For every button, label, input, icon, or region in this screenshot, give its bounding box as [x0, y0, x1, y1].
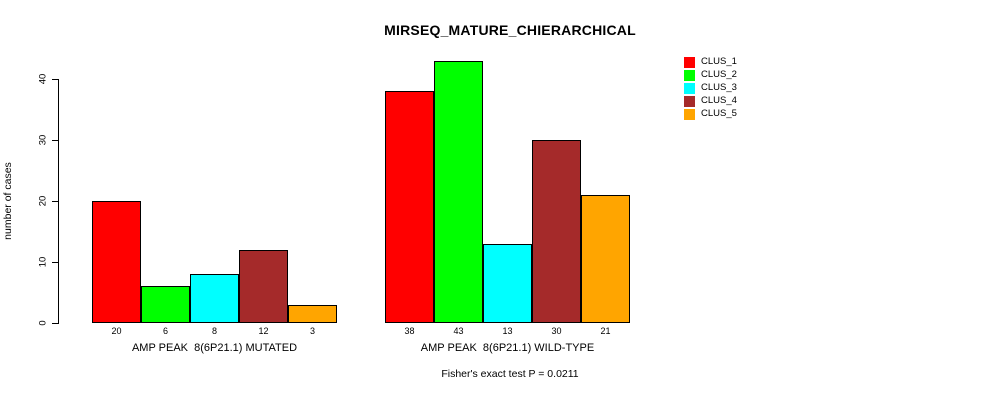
bar-value-label: 6	[162, 326, 168, 336]
bar-value-label: 38	[404, 326, 415, 336]
y-tick-label: 0	[37, 320, 49, 326]
bar-value-label: 20	[111, 326, 122, 336]
bar-clus_3-group2	[483, 243, 532, 323]
bar-clus_4-group2	[532, 140, 581, 323]
bar-clus_3-group1	[190, 274, 239, 323]
legend-label: CLUS_1	[701, 56, 737, 67]
bar-clus_1-group2	[385, 91, 434, 323]
y-tick-mark	[52, 201, 58, 202]
chart-title: MIRSEQ_MATURE_CHIERARCHICAL	[384, 22, 636, 38]
bar-value-label: 21	[600, 326, 611, 336]
bar-value-label: 8	[211, 326, 217, 336]
legend-swatch-clus_3	[684, 83, 695, 94]
y-tick-label: 20	[37, 195, 49, 207]
y-tick-label: 30	[37, 134, 49, 146]
bar-value-label: 12	[258, 326, 269, 336]
y-axis-line	[58, 79, 59, 324]
bar-value-label: 3	[309, 326, 315, 336]
bar-clus_2-group1	[141, 286, 190, 323]
legend-label: CLUS_5	[701, 108, 737, 119]
y-tick-mark	[52, 79, 58, 80]
x-group-label: AMP PEAK 8(6P21.1) MUTATED	[131, 342, 298, 354]
y-tick-mark	[52, 140, 58, 141]
y-axis-title: number of cases	[2, 162, 14, 240]
bar-clus_2-group2	[434, 60, 483, 323]
legend-label: CLUS_3	[701, 82, 737, 93]
bar-value-label: 30	[551, 326, 562, 336]
legend-swatch-clus_1	[684, 57, 695, 68]
legend-label: CLUS_2	[701, 69, 737, 80]
y-tick-label: 10	[37, 256, 49, 268]
legend-swatch-clus_5	[684, 109, 695, 120]
annotation-fisher-test: Fisher's exact test P = 0.0211	[441, 368, 579, 380]
x-group-label: AMP PEAK 8(6P21.1) WILD-TYPE	[420, 342, 595, 354]
legend-swatch-clus_2	[684, 70, 695, 81]
bar-clus_4-group1	[239, 249, 288, 323]
legend-label: CLUS_4	[701, 95, 737, 106]
legend-swatch-clus_4	[684, 96, 695, 107]
bar-clus_5-group1	[288, 304, 337, 323]
bar-clus_1-group1	[92, 201, 141, 323]
y-tick-label: 40	[37, 73, 49, 85]
bar-value-label: 43	[453, 326, 464, 336]
y-tick-mark	[52, 262, 58, 263]
bar-value-label: 13	[502, 326, 513, 336]
bar-clus_5-group2	[581, 194, 630, 323]
y-tick-mark	[52, 323, 58, 324]
